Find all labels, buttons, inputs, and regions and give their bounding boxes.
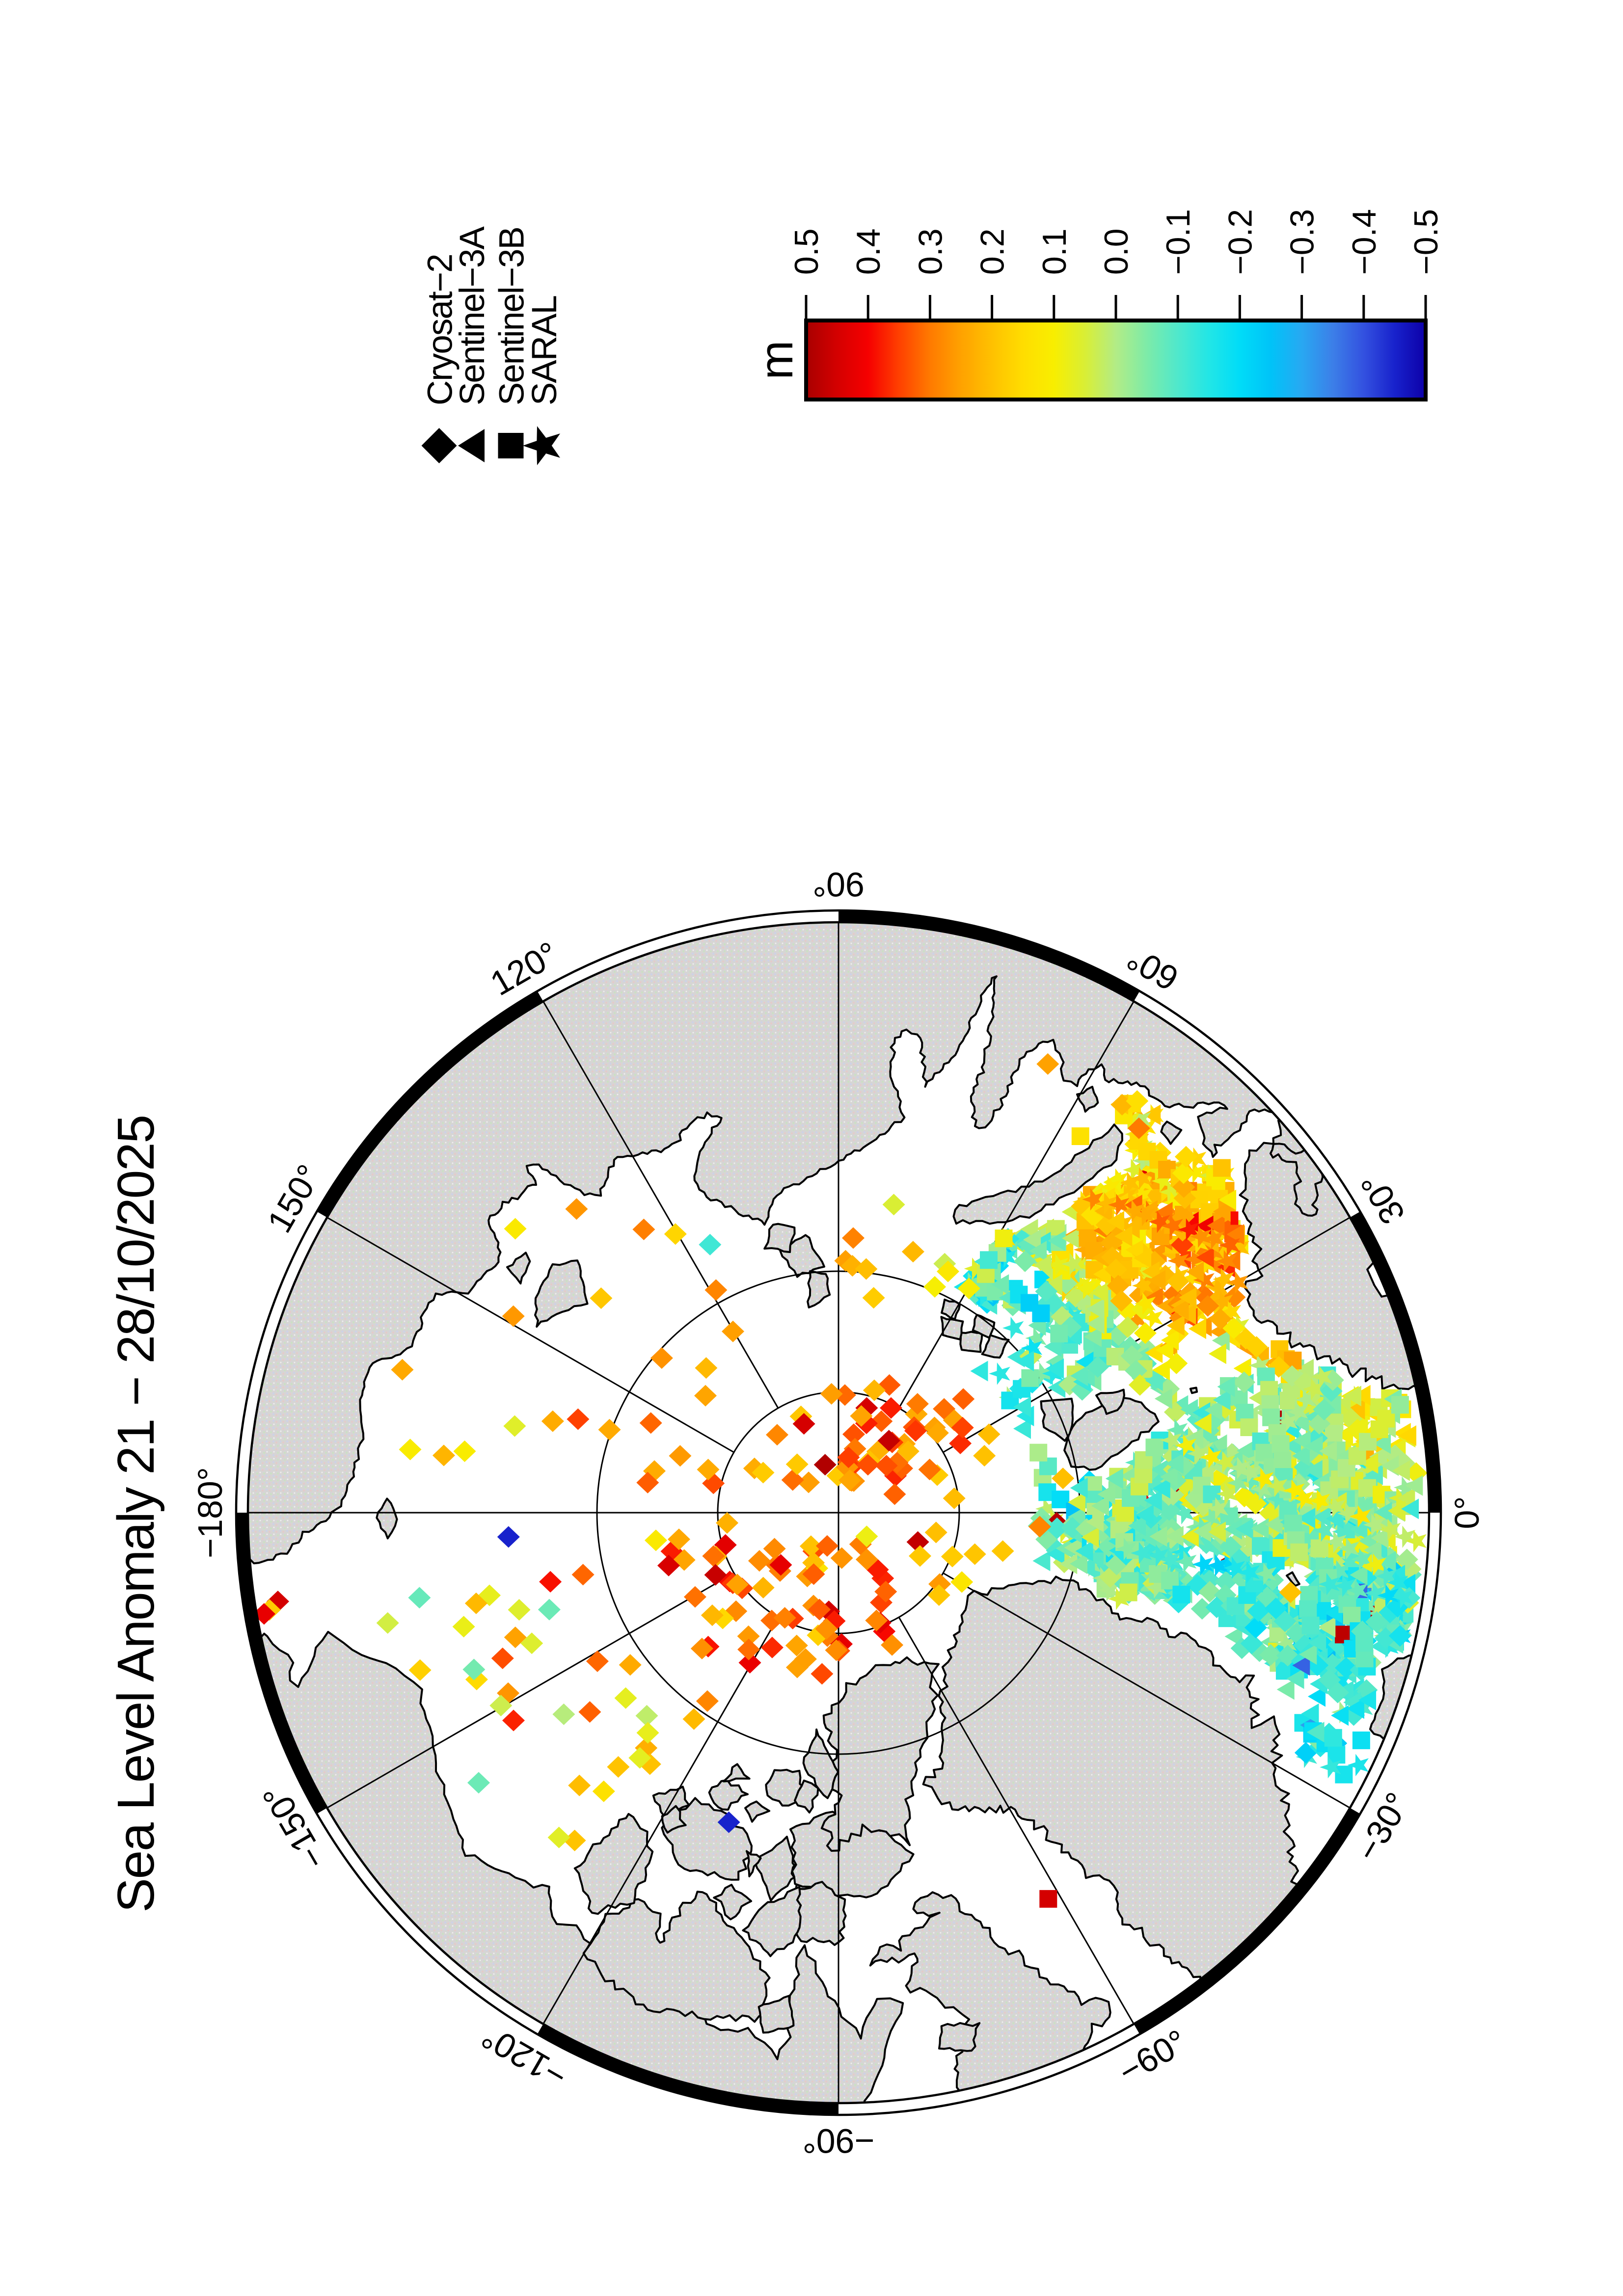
svg-text:0.2: 0.2 xyxy=(974,228,1011,275)
svg-text:−180°: −180° xyxy=(191,1467,229,1558)
svg-text:−0.3: −0.3 xyxy=(1284,209,1321,275)
svg-text:−0.4: −0.4 xyxy=(1346,209,1383,275)
svg-text:Cryosat−2: Cryosat−2 xyxy=(421,254,460,405)
svg-text:90°: 90° xyxy=(812,865,865,904)
svg-text:−0.1: −0.1 xyxy=(1160,209,1197,275)
svg-text:−90°: −90° xyxy=(803,2122,875,2160)
svg-text:m: m xyxy=(750,341,803,380)
svg-text:−0.2: −0.2 xyxy=(1221,209,1259,275)
svg-text:0.0: 0.0 xyxy=(1098,228,1135,275)
svg-text:0.4: 0.4 xyxy=(850,228,887,275)
svg-text:Sea Level Anomaly 21 − 28/10/2: Sea Level Anomaly 21 − 28/10/2025 xyxy=(107,1116,165,1913)
svg-text:0.1: 0.1 xyxy=(1036,228,1073,275)
svg-text:SARAL: SARAL xyxy=(525,296,564,405)
svg-text:0.5: 0.5 xyxy=(788,228,825,275)
svg-text:0°: 0° xyxy=(1448,1496,1486,1529)
svg-text:Sentinel−3A: Sentinel−3A xyxy=(453,226,492,405)
svg-text:Sentinel−3B: Sentinel−3B xyxy=(493,227,532,405)
svg-text:0.3: 0.3 xyxy=(912,228,949,275)
svg-text:−0.5: −0.5 xyxy=(1407,209,1445,275)
